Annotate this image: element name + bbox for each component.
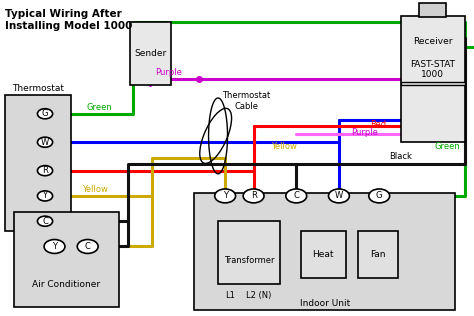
Text: Yellow: Yellow: [82, 185, 108, 194]
FancyBboxPatch shape: [14, 212, 118, 307]
FancyBboxPatch shape: [358, 231, 398, 278]
Text: Typical Wiring After
Installing Model 1000: Typical Wiring After Installing Model 10…: [5, 9, 132, 31]
Text: Black: Black: [389, 152, 411, 161]
FancyBboxPatch shape: [218, 221, 280, 284]
Text: Y: Y: [223, 191, 228, 200]
Text: Green: Green: [434, 143, 460, 151]
Text: Thermostat: Thermostat: [12, 84, 64, 93]
Text: Y: Y: [52, 242, 57, 251]
Text: Purple: Purple: [352, 128, 378, 137]
Text: W: W: [335, 191, 343, 200]
FancyBboxPatch shape: [130, 22, 171, 85]
Text: Thermostat
Cable: Thermostat Cable: [222, 91, 271, 111]
Text: Transformer: Transformer: [224, 256, 274, 265]
FancyBboxPatch shape: [419, 3, 446, 17]
Text: W: W: [41, 138, 49, 147]
Text: Sender: Sender: [134, 49, 166, 58]
Text: G: G: [42, 109, 48, 118]
Circle shape: [243, 189, 264, 203]
Circle shape: [37, 109, 53, 119]
Text: Yellow: Yellow: [272, 143, 297, 151]
Circle shape: [44, 240, 65, 253]
Circle shape: [77, 240, 98, 253]
FancyBboxPatch shape: [301, 231, 346, 278]
Circle shape: [215, 189, 236, 203]
Circle shape: [37, 137, 53, 147]
Circle shape: [369, 189, 390, 203]
Text: Green: Green: [87, 103, 112, 112]
Text: L2 (N): L2 (N): [246, 291, 271, 300]
FancyBboxPatch shape: [5, 95, 71, 231]
Text: R: R: [251, 191, 256, 200]
Text: C: C: [85, 242, 91, 251]
Text: R: R: [42, 166, 48, 175]
Circle shape: [37, 191, 53, 201]
Circle shape: [328, 189, 349, 203]
Circle shape: [37, 216, 53, 226]
Text: Air Conditioner: Air Conditioner: [32, 280, 100, 289]
Text: Purple: Purple: [155, 68, 182, 77]
Text: C: C: [42, 217, 48, 226]
Text: C: C: [293, 191, 299, 200]
Text: Fan: Fan: [370, 250, 385, 259]
Text: Y: Y: [43, 191, 47, 200]
FancyBboxPatch shape: [194, 193, 455, 310]
Text: Indoor Unit: Indoor Unit: [300, 299, 350, 308]
Text: Red: Red: [370, 120, 386, 129]
FancyBboxPatch shape: [401, 16, 465, 142]
Text: G: G: [376, 191, 383, 200]
Text: FAST-STAT
1000: FAST-STAT 1000: [410, 60, 455, 79]
Circle shape: [286, 189, 307, 203]
Text: Receiver: Receiver: [413, 37, 452, 46]
Circle shape: [37, 166, 53, 176]
FancyBboxPatch shape: [401, 82, 465, 85]
Text: L1: L1: [225, 291, 235, 300]
Text: Heat: Heat: [312, 250, 334, 259]
